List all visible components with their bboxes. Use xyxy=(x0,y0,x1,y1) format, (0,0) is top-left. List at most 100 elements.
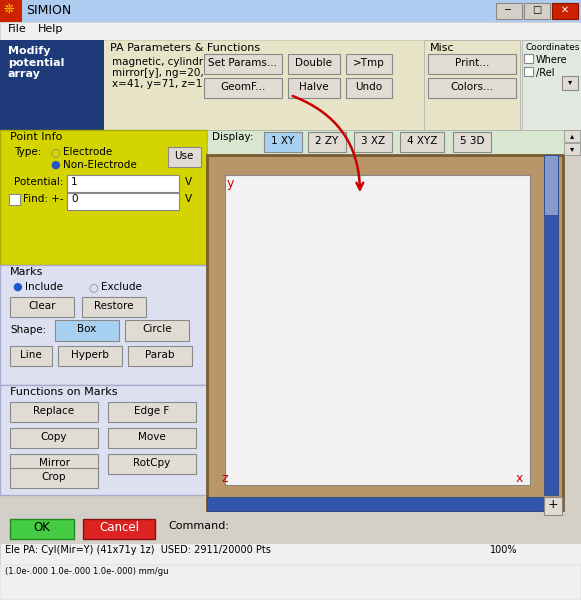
Point xyxy=(466,214,475,223)
Point xyxy=(451,415,460,424)
Point xyxy=(317,284,327,293)
Point xyxy=(228,441,237,451)
Point xyxy=(347,192,356,202)
Point xyxy=(280,323,289,332)
Point xyxy=(287,367,296,376)
Point xyxy=(354,419,364,428)
Point xyxy=(421,441,431,451)
Point xyxy=(317,288,327,298)
Point xyxy=(458,362,468,372)
Point xyxy=(399,432,408,442)
Point xyxy=(511,480,520,490)
Point xyxy=(325,196,334,206)
Point xyxy=(228,323,237,332)
Point xyxy=(466,297,475,307)
Point xyxy=(257,214,267,223)
Point xyxy=(511,358,520,368)
Point xyxy=(458,209,468,219)
Point xyxy=(496,205,505,215)
Point xyxy=(443,205,453,215)
Point xyxy=(436,179,446,188)
Point xyxy=(228,209,237,219)
Point xyxy=(272,201,282,211)
Point xyxy=(287,288,296,298)
Point xyxy=(250,288,259,298)
Point xyxy=(250,467,259,477)
Point xyxy=(302,376,311,385)
Point xyxy=(302,175,311,184)
Point xyxy=(250,218,259,228)
Point xyxy=(220,288,229,298)
Point xyxy=(220,175,229,184)
Point xyxy=(518,340,527,350)
Point xyxy=(243,345,252,355)
Point xyxy=(362,458,371,468)
Point xyxy=(429,223,438,232)
Point xyxy=(525,340,535,350)
Point xyxy=(317,419,327,428)
Point xyxy=(451,449,460,459)
Point xyxy=(347,401,356,411)
Point xyxy=(339,271,349,280)
Point xyxy=(235,353,245,363)
Point xyxy=(280,406,289,416)
Point xyxy=(443,441,453,451)
Point xyxy=(302,441,311,451)
Point xyxy=(272,201,282,211)
Point xyxy=(228,358,237,368)
Point xyxy=(317,310,327,320)
Point xyxy=(317,476,327,485)
Point xyxy=(250,376,259,385)
Point xyxy=(466,424,475,433)
Point xyxy=(257,227,267,236)
Point xyxy=(250,371,259,380)
Point xyxy=(406,476,415,485)
Point xyxy=(451,201,460,211)
Point xyxy=(272,328,282,337)
Point xyxy=(280,340,289,350)
Point xyxy=(496,424,505,433)
Point xyxy=(228,371,237,380)
Point xyxy=(511,201,520,211)
Point xyxy=(280,196,289,206)
Point xyxy=(250,257,259,267)
Point xyxy=(362,389,371,398)
Point xyxy=(511,432,520,442)
Point xyxy=(302,415,311,424)
Point xyxy=(466,266,475,276)
Point xyxy=(458,458,468,468)
Point xyxy=(466,401,475,411)
Point xyxy=(235,389,245,398)
Point xyxy=(362,271,371,280)
Point xyxy=(332,415,341,424)
Point xyxy=(243,432,252,442)
Point xyxy=(496,301,505,311)
Point xyxy=(302,476,311,485)
Point xyxy=(325,266,334,276)
Point xyxy=(518,297,527,307)
Point xyxy=(436,323,446,332)
Point xyxy=(235,336,245,346)
Point xyxy=(325,449,334,459)
Point xyxy=(406,205,415,215)
Point xyxy=(257,458,267,468)
Point xyxy=(392,253,401,263)
Point xyxy=(369,467,378,477)
Point xyxy=(228,376,237,385)
Point xyxy=(458,415,468,424)
Point xyxy=(474,319,483,328)
Point xyxy=(295,358,304,368)
Point xyxy=(384,336,393,346)
Point xyxy=(250,389,259,398)
Point xyxy=(488,376,497,385)
Point xyxy=(369,336,378,346)
Point xyxy=(376,266,386,276)
Point xyxy=(392,424,401,433)
Point xyxy=(250,389,259,398)
Point xyxy=(257,449,267,459)
Point xyxy=(511,179,520,188)
Point xyxy=(220,393,229,403)
Point xyxy=(518,349,527,359)
Point xyxy=(235,201,245,211)
Point xyxy=(443,384,453,394)
